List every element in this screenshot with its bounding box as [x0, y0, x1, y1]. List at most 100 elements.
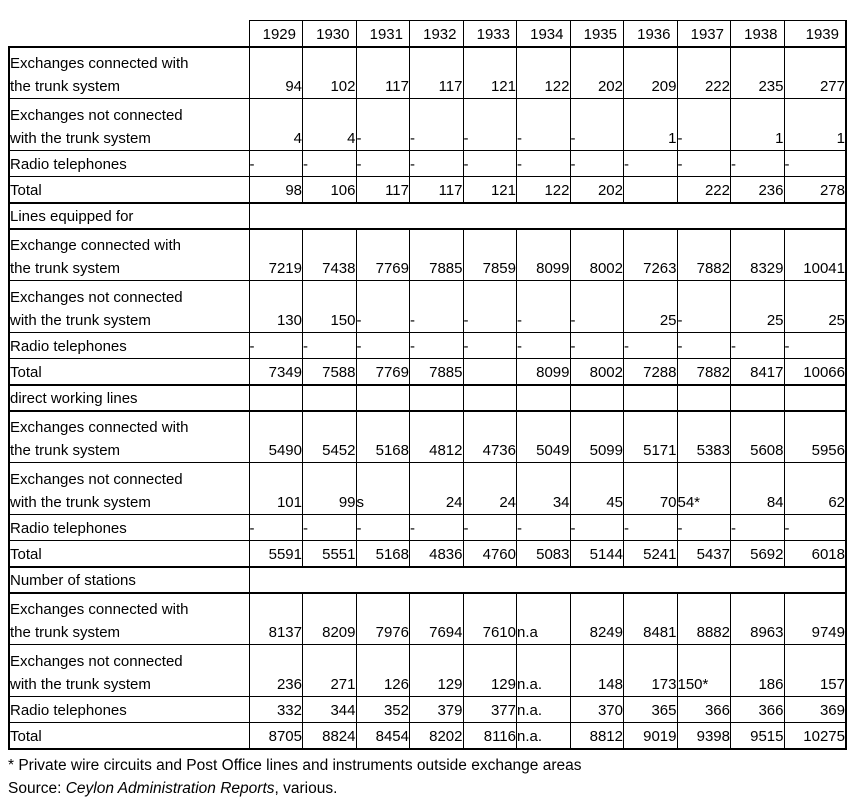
- value-cell: -: [623, 150, 678, 177]
- value-cell: 5144: [569, 540, 624, 567]
- value-cell: 5168: [355, 540, 410, 567]
- value-cell: 202: [569, 176, 624, 203]
- value-cell: -: [248, 150, 303, 177]
- table-row: Radio telephones - - - - - - - - - - -: [8, 514, 847, 541]
- table-row: Exchanges connected with the trunk syste…: [8, 410, 847, 463]
- value-cell: 70: [623, 462, 678, 515]
- empty-cell: [409, 383, 464, 412]
- row-label: Radio telephones: [8, 332, 250, 359]
- value-cell: -: [409, 514, 464, 541]
- value-cell: 186: [730, 644, 785, 697]
- value-cell: 7859: [462, 228, 517, 281]
- empty-cell: [355, 383, 410, 412]
- value-cell: 202: [569, 46, 624, 99]
- year-header-cell: 1933: [462, 20, 517, 48]
- row-label-text: Radio telephones: [10, 156, 127, 173]
- table-row: Radio telephones - - - - - - - - - - -: [8, 150, 847, 177]
- value-cell: 366: [676, 696, 731, 723]
- value-cell: 7882: [676, 228, 731, 281]
- value-cell: 5241: [623, 540, 678, 567]
- value-cell: 8824: [302, 722, 357, 750]
- value-cell: 271: [302, 644, 357, 697]
- value-cell: 84: [730, 462, 785, 515]
- row-label-text: Exchanges not connected with the trunk s…: [10, 653, 183, 693]
- value-cell: -: [676, 280, 731, 333]
- value-cell: 7349: [248, 358, 303, 385]
- value-cell: -: [355, 98, 410, 151]
- table-row: Exchanges not connected with the trunk s…: [8, 280, 847, 333]
- value-cell: 121: [462, 46, 517, 99]
- value-cell: 98: [248, 176, 303, 203]
- value-cell: [623, 176, 678, 203]
- value-cell: -: [516, 150, 571, 177]
- empty-cell: [623, 383, 678, 412]
- row-label: Total: [8, 358, 250, 385]
- value-cell: 101: [248, 462, 303, 515]
- value-cell: 102: [302, 46, 357, 99]
- empty-cell: [730, 383, 785, 412]
- row-label: Exchanges connected with the trunk syste…: [8, 592, 250, 645]
- value-cell: 34: [516, 462, 571, 515]
- value-cell: 24: [462, 462, 517, 515]
- value-cell: 5490: [248, 410, 303, 463]
- row-label: Total: [8, 176, 250, 203]
- value-cell: 8002: [569, 228, 624, 281]
- year-header-cell: 1934: [516, 20, 571, 48]
- value-cell: 157: [783, 644, 847, 697]
- value-cell: 7610: [462, 592, 517, 645]
- row-label: Exchanges not connected with the trunk s…: [8, 280, 250, 333]
- row-label-text: Total: [10, 181, 42, 199]
- table-row: Total 5591 5551 5168 4836 4760 5083 5144 5241 543…: [8, 540, 847, 567]
- year-header-cell: 1931: [355, 20, 410, 48]
- value-cell: 54*: [676, 462, 731, 515]
- value-cell: -: [355, 280, 410, 333]
- value-cell: 5692: [730, 540, 785, 567]
- value-cell: -: [355, 332, 410, 359]
- row-label: Exchanges connected with the trunk syste…: [8, 46, 250, 99]
- row-label-text: Exchange connected with the trunk system: [10, 237, 181, 277]
- value-cell: 117: [355, 176, 410, 203]
- source-title: Ceylon Administration Reports: [65, 779, 275, 797]
- value-cell: -: [569, 150, 624, 177]
- section-title: direct working lines: [8, 383, 250, 412]
- value-cell: 129: [462, 644, 517, 697]
- row-label-text: Exchanges not connected with the trunk s…: [10, 471, 183, 511]
- row-label-text: Exchanges connected with the trunk syste…: [10, 55, 189, 95]
- section-header-row: Lines equipped for: [8, 201, 847, 230]
- telephone-statistics-table: 1929 1930 1931 1932 1933 1934 1935 1936 1937 1938…: [8, 20, 847, 750]
- value-cell: 6018: [783, 540, 847, 567]
- table-row: Radio telephones 332 344 352 379 377 n.a. 370 36…: [8, 696, 847, 723]
- empty-cell: [248, 383, 303, 412]
- value-cell: 10041: [783, 228, 847, 281]
- value-cell: 8454: [355, 722, 410, 750]
- empty-cell: [302, 383, 357, 412]
- value-cell: -: [676, 98, 731, 151]
- value-cell: 126: [355, 644, 410, 697]
- value-cell: 25: [730, 280, 785, 333]
- year-header-cell: 1929: [248, 20, 303, 48]
- merged-empty-cell: [248, 565, 847, 594]
- value-cell: 173: [623, 644, 678, 697]
- year-header-row: 1929 1930 1931 1932 1933 1934 1935 1936 1937 1938…: [9, 20, 847, 48]
- empty-cell: [783, 383, 847, 412]
- value-cell: 5551: [302, 540, 357, 567]
- value-cell: 150*: [676, 644, 731, 697]
- value-cell: 5437: [676, 540, 731, 567]
- value-cell: 7694: [409, 592, 464, 645]
- value-cell: -: [409, 150, 464, 177]
- value-cell: 370: [569, 696, 624, 723]
- value-cell: 4: [302, 98, 357, 151]
- row-label-text: Radio telephones: [10, 338, 127, 355]
- section-header-row: Number of stations: [8, 565, 847, 594]
- value-cell: 25: [783, 280, 847, 333]
- value-cell: -: [462, 150, 517, 177]
- section-title-text: Number of stations: [10, 571, 136, 589]
- value-cell: 148: [569, 644, 624, 697]
- row-label: Exchange connected with the trunk system: [8, 228, 250, 281]
- value-cell: 8812: [569, 722, 624, 750]
- value-cell: 344: [302, 696, 357, 723]
- table-row: Exchanges connected with the trunk syste…: [8, 46, 847, 99]
- value-cell: 365: [623, 696, 678, 723]
- value-cell: n.a.: [516, 696, 571, 723]
- row-label-text: Exchanges connected with the trunk syste…: [10, 601, 189, 641]
